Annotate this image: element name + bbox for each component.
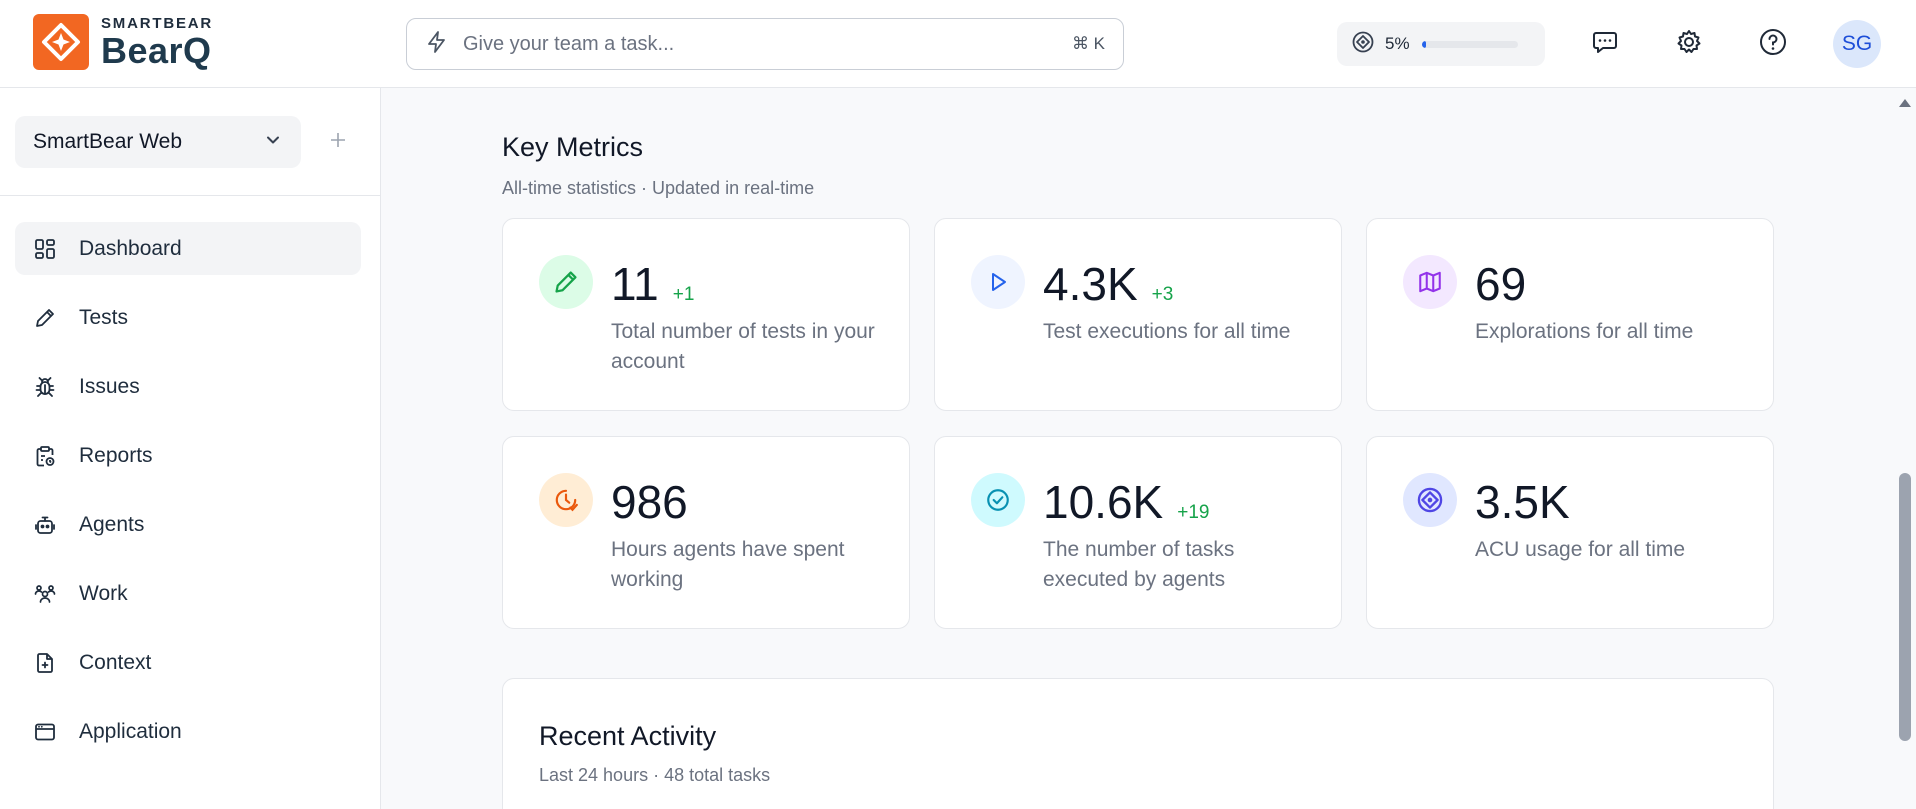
help-icon — [1758, 27, 1788, 62]
dashboard-icon — [33, 237, 57, 261]
chevron-down-icon — [263, 130, 283, 155]
metric-description: Explorations for all time — [1475, 320, 1694, 343]
project-name: SmartBear Web — [33, 130, 182, 153]
sidebar-item-label: Reports — [79, 443, 153, 467]
bug-icon — [33, 375, 57, 399]
sidebar-item-label: Work — [79, 581, 128, 605]
key-metrics-title: Key Metrics — [502, 132, 644, 162]
sidebar-item-tests[interactable]: Tests — [15, 291, 361, 344]
sidebar-item-agents[interactable]: Agents — [15, 498, 361, 551]
sidebar-item-label: Issues — [79, 374, 140, 398]
metric-delta: +1 — [672, 284, 695, 305]
brand-small-text: SMARTBEAR — [101, 14, 214, 32]
bearq-logo-icon — [33, 14, 89, 70]
metric-value: 10.6K — [1043, 476, 1164, 528]
top-header: SMARTBEAR BearQ Give your team a task...… — [0, 0, 1916, 88]
file-plus-icon — [33, 651, 57, 675]
metric-description: ACU usage for all time — [1475, 538, 1686, 561]
feedback-button[interactable] — [1585, 24, 1625, 64]
settings-button[interactable] — [1669, 24, 1709, 64]
metric-description: Hours agents have spent working — [611, 538, 845, 591]
sidebar-divider — [0, 195, 381, 196]
brand-name: BearQ — [101, 29, 212, 71]
metric-description: The number of tasks executed by agents — [1043, 538, 1235, 591]
search-placeholder: Give your team a task... — [463, 32, 675, 55]
metric-value: 3.5K — [1475, 476, 1570, 528]
scrollbar-thumb[interactable] — [1899, 473, 1911, 741]
check-circle-icon — [971, 473, 1025, 527]
add-project-button[interactable] — [322, 126, 354, 158]
map-icon — [1403, 255, 1457, 309]
acu-icon — [1403, 473, 1457, 527]
sidebar-item-issues[interactable]: Issues — [15, 360, 361, 413]
clock-icon — [539, 473, 593, 527]
metric-delta: +3 — [1151, 284, 1174, 305]
scroll-up-arrow-icon[interactable] — [1898, 96, 1912, 108]
metric-card-agent-hours[interactable]: 986 Hours agents have spent working — [502, 436, 910, 629]
project-selector[interactable]: SmartBear Web — [15, 116, 301, 168]
usage-progress-bar — [1421, 40, 1518, 48]
sidebar-item-application[interactable]: Application — [15, 705, 361, 758]
metric-description: Total number of tests in your account — [611, 320, 875, 373]
sidebar-item-label: Application — [79, 719, 182, 743]
clipboard-icon — [33, 444, 57, 468]
browser-window-icon — [33, 720, 57, 744]
message-icon — [1591, 28, 1619, 61]
gear-icon — [1675, 28, 1703, 61]
pencil-icon — [33, 306, 57, 330]
metric-description: Test executions for all time — [1043, 320, 1291, 343]
usage-percent: 5% — [1385, 34, 1410, 53]
user-avatar[interactable]: SG — [1833, 20, 1881, 68]
help-button[interactable] — [1753, 24, 1793, 64]
sidebar-item-work[interactable]: Work — [15, 567, 361, 620]
metric-card-agent-tasks[interactable]: 10.6K +19 The number of tasks executed b… — [934, 436, 1342, 629]
metric-value: 69 — [1475, 258, 1527, 310]
metric-value: 11 — [611, 258, 659, 310]
acu-usage-meter[interactable]: 5% — [1337, 22, 1545, 66]
recent-activity-panel: Recent Activity Last 24 hours · 48 total… — [502, 678, 1774, 809]
sidebar-item-label: Agents — [79, 512, 145, 536]
usage-progress-fill — [1421, 40, 1427, 48]
sidebar: SmartBear Web Dashboard Tests Issues — [0, 88, 381, 809]
search-shortcut: ⌘ K — [1071, 34, 1105, 53]
metric-value: 4.3K — [1043, 258, 1138, 310]
task-search-input[interactable]: Give your team a task... ⌘ K — [406, 18, 1124, 70]
metric-delta: +19 — [1177, 502, 1210, 523]
plus-icon — [328, 130, 348, 155]
key-metrics-subtitle: All-time statistics · Updated in real-ti… — [502, 178, 815, 198]
robot-icon — [33, 513, 57, 537]
sidebar-item-dashboard[interactable]: Dashboard — [15, 222, 361, 275]
pencil-icon — [539, 255, 593, 309]
metric-card-explorations[interactable]: 69 Explorations for all time — [1366, 218, 1774, 411]
recent-activity-title: Recent Activity — [539, 721, 717, 751]
acu-icon — [1351, 30, 1375, 59]
play-icon — [971, 255, 1025, 309]
metric-card-tests[interactable]: 11 +1 Total number of tests in your acco… — [502, 218, 910, 411]
recent-activity-subtitle: Last 24 hours · 48 total tasks — [539, 765, 771, 785]
sidebar-item-label: Tests — [79, 305, 129, 329]
sidebar-item-context[interactable]: Context — [15, 636, 361, 689]
sidebar-nav: Dashboard Tests Issues Reports Agents — [15, 222, 361, 774]
metric-card-executions[interactable]: 4.3K +3 Test executions for all time — [934, 218, 1342, 411]
sidebar-item-reports[interactable]: Reports — [15, 429, 361, 482]
users-icon — [33, 582, 57, 606]
metric-value: 986 — [611, 476, 688, 528]
sidebar-item-label: Dashboard — [79, 236, 182, 260]
lightning-icon — [425, 30, 449, 59]
brand-logo[interactable]: SMARTBEAR BearQ — [33, 14, 213, 70]
sidebar-item-label: Context — [79, 650, 152, 674]
metric-card-acu-usage[interactable]: 3.5K ACU usage for all time — [1366, 436, 1774, 629]
